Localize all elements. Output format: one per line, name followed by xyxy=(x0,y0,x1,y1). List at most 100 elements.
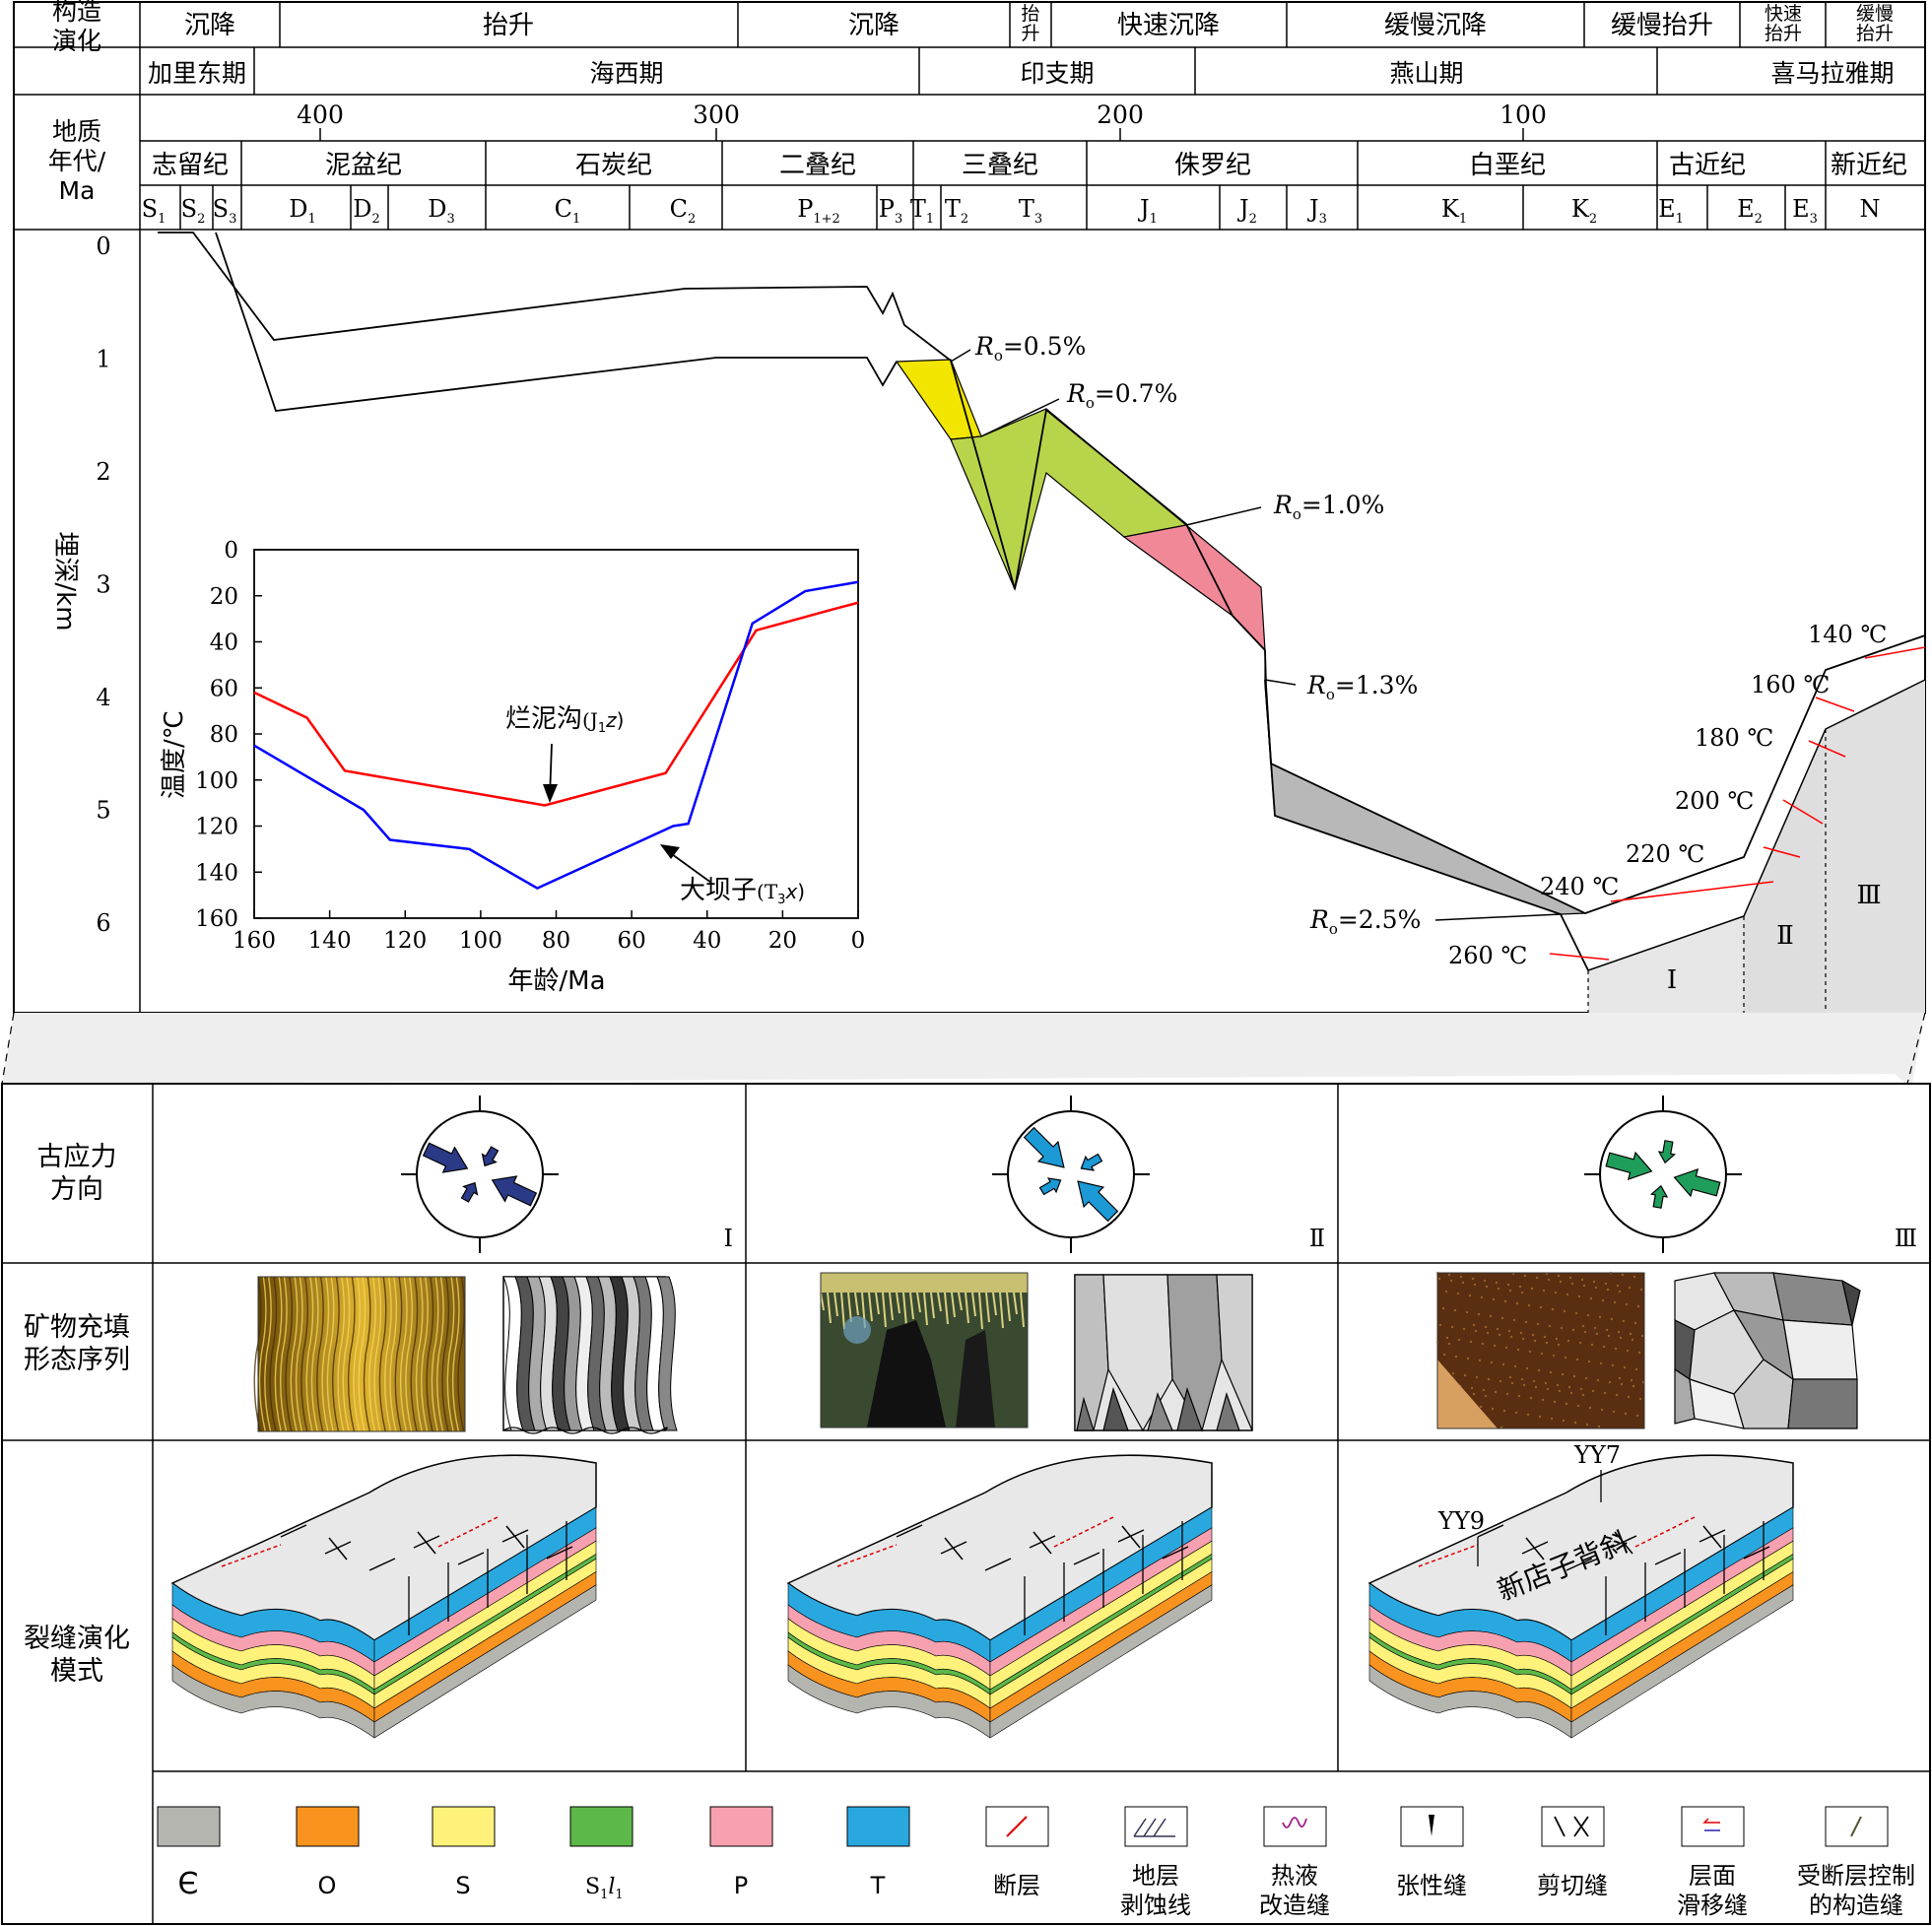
burial-ylabel: 埋深/km xyxy=(50,531,80,631)
epoch-T3: T3 xyxy=(1019,195,1042,227)
period-5: 侏罗纪 xyxy=(1174,151,1251,180)
legend-item-11: 层面滑移缝 xyxy=(1677,1806,1748,1919)
legend-item-10: 剪切缝 xyxy=(1537,1806,1608,1899)
inset-xlabel: 年龄/Ma xyxy=(507,966,605,996)
legend-item-1: O xyxy=(296,1806,360,1899)
legend: Є O S S1l1 P T 断层 地层剥蚀线 热液改造缝 张性缝 剪切缝 层面滑移缝受断层控制的构造… xyxy=(157,1806,1915,1919)
legend-item-7: 地层剥蚀线 xyxy=(1120,1806,1191,1919)
epoch-T2: T2 xyxy=(945,195,968,227)
period-0: 志留纪 xyxy=(152,151,229,180)
inset-xtick-120: 120 xyxy=(383,928,427,954)
ro-label-4: Ro=2.5% xyxy=(1309,905,1421,938)
period-1: 泥盆纪 xyxy=(325,151,402,180)
legend-label-6: 断层 xyxy=(993,1872,1040,1899)
depth-tick-1: 1 xyxy=(96,346,110,373)
tectonic-stage-3: 抬升 xyxy=(1021,3,1039,44)
row-label-0: 古应力方向 xyxy=(37,1142,117,1205)
epoch-N: N xyxy=(1860,195,1881,223)
stress-diagram-2 xyxy=(992,1096,1150,1253)
isotherm-label-5: 240 ℃ xyxy=(1540,873,1619,900)
legend-label-2: S xyxy=(455,1872,470,1899)
epoch-T1: T1 xyxy=(910,195,934,227)
legend-item-2: S xyxy=(432,1806,496,1899)
depth-tick-4: 4 xyxy=(96,684,110,711)
epoch-D2: D2 xyxy=(353,195,380,227)
epoch-J3: J3 xyxy=(1306,195,1327,227)
depth-tick-5: 5 xyxy=(96,797,110,825)
orogeny-4: 喜马拉雅期 xyxy=(1770,59,1894,88)
mineral-sketch-I xyxy=(502,1276,678,1434)
legend-item-3: S1l1 xyxy=(569,1806,633,1902)
thermal-history-inset: 0 20 40 60 80 100 120 140 160 160 140 120 100 80 60 40… xyxy=(160,538,865,996)
age-scale: 400 300 200 100 xyxy=(297,100,1547,129)
inset-ytick-40: 40 xyxy=(210,631,238,656)
tectonic-stage-0: 沉降 xyxy=(184,11,235,40)
ro-1.0-band xyxy=(1122,524,1266,652)
legend-label-0: Є xyxy=(178,1867,199,1901)
inset-ytick-140: 140 xyxy=(195,860,238,886)
isotherm-label-3: 200 ℃ xyxy=(1675,787,1754,815)
inset-xtick-140: 140 xyxy=(308,928,352,954)
legend-item-0: Є xyxy=(157,1806,221,1901)
legend-label-5: T xyxy=(870,1872,886,1899)
tectonic-stage-1: 抬升 xyxy=(483,11,534,40)
inset-xtick-0: 0 xyxy=(851,928,866,954)
period-6: 白垩纪 xyxy=(1469,151,1546,180)
period-4: 三叠纪 xyxy=(962,151,1038,180)
ro-label-2: Ro=1.0% xyxy=(1273,491,1384,523)
inset-ytick-0: 0 xyxy=(224,538,238,564)
epoch-C1: C1 xyxy=(555,195,581,227)
epoch-K1: K1 xyxy=(1441,195,1467,227)
epoch-C2: C2 xyxy=(670,195,697,227)
orogeny-2: 印支期 xyxy=(1020,59,1094,88)
epoch-K2: K2 xyxy=(1571,195,1597,227)
inset-ytick-20: 20 xyxy=(210,584,238,610)
epoch-J2: J2 xyxy=(1236,195,1257,227)
period-2: 石炭纪 xyxy=(575,151,652,180)
legend-label-12: 受断层控制的构造缝 xyxy=(1797,1862,1915,1919)
stress-diagram-1 xyxy=(401,1096,559,1253)
stress-diagram-3 xyxy=(1584,1096,1742,1253)
inset-ytick-60: 60 xyxy=(210,676,238,701)
tectonic-stage-5: 缓慢沉降 xyxy=(1384,11,1487,40)
period-8: 新近纪 xyxy=(1831,151,1907,180)
isotherm-label-2: 180 ℃ xyxy=(1695,724,1773,752)
age-tick-100: 100 xyxy=(1499,100,1547,129)
inset-xtick-60: 60 xyxy=(617,928,645,954)
legend-label-4: P xyxy=(734,1872,748,1899)
legend-label-7: 地层剥蚀线 xyxy=(1120,1862,1191,1919)
stress-direction-row: Ⅰ Ⅱ Ⅲ xyxy=(401,1096,1917,1253)
inset-ylabel: 温度/℃ xyxy=(160,710,189,799)
burial-history-chart: 0 1 2 3 4 5 6 埋深/km Ro=0.5% Ro=0.7% Ro=1.0% Ro=1.… xyxy=(50,232,1926,1013)
fracture-model-3 xyxy=(1367,1454,1794,1739)
zone-II xyxy=(1744,729,1826,1013)
tectonic-stage-row: 沉降 抬升 沉降 抬升 快速沉降 缓慢沉降 缓慢抬升 快速抬升 缓慢抬升 xyxy=(184,3,1894,44)
tension-fracture-icon xyxy=(1400,1806,1464,1847)
epoch-S2: S2 xyxy=(181,195,206,227)
tectonic-stage-4: 快速沉降 xyxy=(1117,11,1220,40)
epoch-S1: S1 xyxy=(142,195,167,227)
stage-label-3: Ⅲ xyxy=(1895,1225,1917,1252)
legend-label-3: S1l1 xyxy=(585,1875,624,1902)
depth-tick-0: 0 xyxy=(96,232,110,260)
fracture-model-2 xyxy=(786,1454,1213,1739)
fault-controlled-fracture-icon xyxy=(1825,1806,1889,1847)
legend-item-4: P xyxy=(709,1806,773,1899)
inset-xtick-20: 20 xyxy=(768,928,797,954)
inset-xtick-100: 100 xyxy=(459,928,502,954)
zone-label-1: Ⅱ xyxy=(1776,921,1794,951)
erosion-line-icon xyxy=(1124,1806,1188,1847)
tectonic-stage-2: 沉降 xyxy=(848,11,899,40)
epoch-E3: E3 xyxy=(1792,195,1818,227)
inset-xtick-160: 160 xyxy=(233,928,276,954)
age-tick-200: 200 xyxy=(1097,100,1144,129)
epoch-E1: E1 xyxy=(1658,195,1684,227)
epoch-D3: D3 xyxy=(428,195,455,227)
inset-xtick-40: 40 xyxy=(693,928,721,954)
age-tick-400: 400 xyxy=(297,100,344,129)
mineral-sketch-II xyxy=(1074,1274,1253,1432)
period-3: 二叠纪 xyxy=(779,151,856,180)
